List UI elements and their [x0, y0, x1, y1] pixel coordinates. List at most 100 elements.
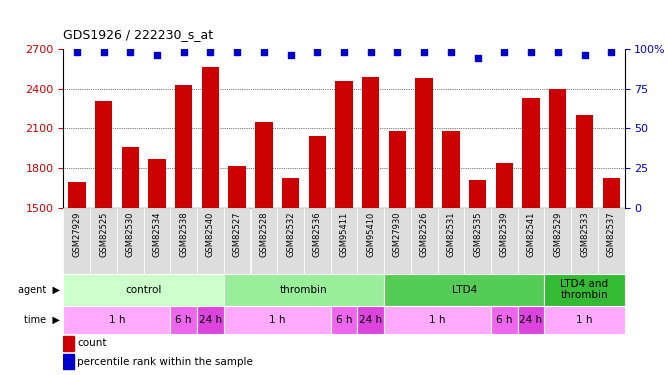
Bar — [544, 208, 571, 274]
Bar — [63, 274, 224, 306]
Bar — [598, 208, 625, 274]
Bar — [549, 88, 566, 208]
Text: thrombin: thrombin — [280, 285, 328, 295]
Point — [365, 49, 376, 55]
Bar — [304, 208, 331, 274]
Bar — [576, 115, 593, 208]
Bar — [148, 159, 166, 208]
Bar — [63, 354, 73, 369]
Bar — [496, 163, 513, 208]
Point — [552, 49, 563, 55]
Point — [526, 49, 536, 55]
Bar — [197, 306, 224, 334]
Bar — [63, 336, 73, 351]
Bar — [544, 274, 625, 306]
Bar — [202, 68, 219, 208]
Bar — [362, 76, 379, 208]
Text: GSM82539: GSM82539 — [500, 211, 509, 257]
Bar — [228, 166, 246, 208]
Bar — [90, 208, 117, 274]
Point — [205, 49, 216, 55]
Text: GSM82537: GSM82537 — [607, 211, 616, 257]
Bar — [357, 208, 384, 274]
Bar — [224, 306, 331, 334]
Bar — [117, 208, 144, 274]
Text: GSM82533: GSM82533 — [580, 211, 589, 257]
Text: GSM27929: GSM27929 — [72, 211, 81, 257]
Text: GSM82536: GSM82536 — [313, 211, 322, 257]
Bar — [518, 306, 544, 334]
Point — [446, 49, 456, 55]
Bar — [197, 208, 224, 274]
Bar — [63, 208, 90, 274]
Bar — [282, 178, 299, 208]
Text: GSM82534: GSM82534 — [152, 211, 162, 257]
Text: 6 h: 6 h — [336, 315, 352, 325]
Text: control: control — [126, 285, 162, 295]
Point — [259, 49, 269, 55]
Bar — [491, 208, 518, 274]
Text: GSM82531: GSM82531 — [446, 211, 456, 257]
Text: GSM95411: GSM95411 — [339, 211, 349, 256]
Bar — [384, 274, 544, 306]
Text: GSM27930: GSM27930 — [393, 211, 402, 257]
Text: GSM82528: GSM82528 — [259, 211, 269, 257]
Bar — [309, 136, 326, 208]
Bar — [469, 180, 486, 208]
Bar — [491, 306, 518, 334]
Point — [232, 49, 242, 55]
Bar — [224, 208, 250, 274]
Point — [392, 49, 403, 55]
Point — [178, 49, 189, 55]
Text: 24 h: 24 h — [359, 315, 382, 325]
Text: 1 h: 1 h — [269, 315, 285, 325]
Bar — [384, 208, 411, 274]
Bar — [68, 182, 86, 208]
Text: percentile rank within the sample: percentile rank within the sample — [77, 357, 253, 367]
Text: GDS1926 / 222230_s_at: GDS1926 / 222230_s_at — [63, 28, 214, 41]
Bar — [331, 208, 357, 274]
Bar — [250, 208, 277, 274]
Bar — [255, 122, 273, 208]
Bar — [122, 147, 139, 208]
Bar — [438, 208, 464, 274]
Text: GSM82529: GSM82529 — [553, 211, 562, 257]
Point — [472, 56, 483, 62]
Text: GSM82530: GSM82530 — [126, 211, 135, 257]
Bar — [175, 85, 192, 208]
Point — [419, 49, 430, 55]
Text: GSM82526: GSM82526 — [420, 211, 429, 257]
Text: GSM82527: GSM82527 — [232, 211, 242, 257]
Bar — [224, 274, 384, 306]
Text: LTD4 and
thrombin: LTD4 and thrombin — [560, 279, 609, 300]
Bar — [331, 306, 357, 334]
Bar — [571, 208, 598, 274]
Bar — [518, 208, 544, 274]
Point — [125, 49, 136, 55]
Text: 24 h: 24 h — [199, 315, 222, 325]
Point — [71, 49, 82, 55]
Text: agent  ▶: agent ▶ — [18, 285, 60, 295]
Text: GSM82538: GSM82538 — [179, 211, 188, 257]
Bar — [464, 208, 491, 274]
Text: 6 h: 6 h — [176, 315, 192, 325]
Text: 1 h: 1 h — [430, 315, 446, 325]
Bar — [442, 131, 460, 208]
Point — [579, 52, 590, 58]
Point — [152, 52, 162, 58]
Text: GSM82540: GSM82540 — [206, 211, 215, 257]
Text: LTD4: LTD4 — [452, 285, 477, 295]
Bar — [603, 178, 620, 208]
Text: time  ▶: time ▶ — [24, 315, 60, 325]
Text: GSM82541: GSM82541 — [526, 211, 536, 257]
Text: GSM95410: GSM95410 — [366, 211, 375, 256]
Text: count: count — [77, 338, 107, 348]
Point — [499, 49, 510, 55]
Text: 24 h: 24 h — [520, 315, 542, 325]
Bar — [384, 306, 491, 334]
Bar — [411, 208, 438, 274]
Point — [606, 49, 617, 55]
Text: GSM82535: GSM82535 — [473, 211, 482, 257]
Bar — [389, 131, 406, 208]
Bar — [170, 208, 197, 274]
